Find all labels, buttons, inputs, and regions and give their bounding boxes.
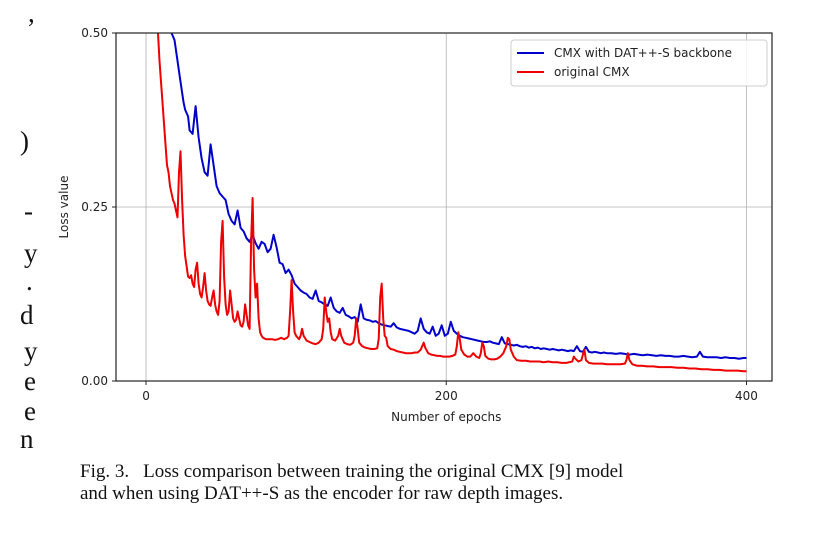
x-axis-label: Number of epochs [391,410,501,424]
text-fragment: e [24,366,36,396]
text-fragment: , [28,0,35,28]
series-line-dat [170,33,747,360]
text-fragment: y [24,238,38,268]
text-fragment: . [26,266,33,296]
caption-text-1: Loss comparison between training the ori… [143,461,624,482]
y-tick-label: 0.50 [81,26,108,40]
x-tick-label: 0 [142,389,150,403]
caption-text-2: and when using DAT++-S as the encoder fo… [80,483,564,504]
text-fragment: e [24,396,36,426]
text-fragment: y [24,336,38,366]
series-line-original [157,33,747,373]
figure-caption: Fig. 3. Loss comparison between training … [80,461,820,505]
left-column-text-fragment: , ) - y . d y e e n [0,0,40,543]
legend-box [510,39,768,87]
text-fragment: ) [20,126,29,156]
series-layer [157,33,747,373]
text-fragment: - [24,196,33,226]
figure-label: Fig. 3. [80,461,130,482]
y-tick-label: 0.25 [81,200,108,214]
caption-line-1: Fig. 3. Loss comparison between training … [80,461,820,483]
text-fragment: n [20,424,34,454]
x-tick-label: 200 [435,389,458,403]
legend: CMX with DAT++-S backbone original CMX [510,39,768,87]
legend-label-dat: CMX with DAT++-S backbone [554,46,732,60]
y-tick-label: 0.00 [81,374,108,388]
y-axis-label: Loss value [57,176,71,239]
legend-label-original: original CMX [554,65,630,79]
text-fragment: d [20,300,34,330]
loss-chart: 0 200 400 0.00 0.25 0.50 Number of epochs Los… [57,26,773,424]
x-tick-label: 400 [735,389,758,403]
ticks: 0 200 400 0.00 0.25 0.50 [81,26,758,403]
